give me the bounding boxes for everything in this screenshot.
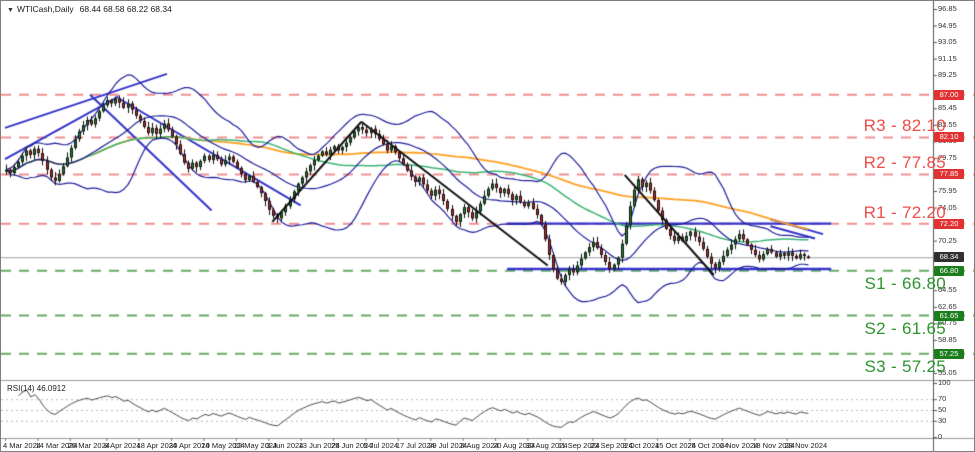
price-axis-tick: 62.65 <box>938 301 957 311</box>
date-axis-label: 22 May 2024 <box>233 441 278 450</box>
date-axis-label: 8 Aug 2024 <box>460 441 499 450</box>
price-axis-tick: 60.75 <box>938 318 957 328</box>
date-axis-label: 25 Jun 2024 <box>331 441 373 450</box>
rsi-axis-tick: 0 <box>938 432 943 441</box>
date-axis-label: 26 Mar 2024 <box>67 441 110 450</box>
date-axis-label: 30 Apr 2024 <box>169 441 210 450</box>
chart-title: ▼ WTICash,Daily 68.44 68.58 68.22 68.34 <box>7 4 172 14</box>
level-label-s1: S1 - 66.80 <box>864 273 946 293</box>
price-axis-tick: 75.95 <box>938 186 957 195</box>
date-axis-label: 5 Jul 2024 <box>363 441 399 450</box>
date-axis-label: 18 Nov 2024 <box>752 441 795 450</box>
rsi-axis-tick: 70 <box>938 394 947 404</box>
price-axis-tick: 93.05 <box>938 37 957 47</box>
level-label-r2: R2 - 77.85 <box>863 153 946 173</box>
date-axis-label: 14 Mar 2024 <box>35 441 78 450</box>
price-axis-tick: 74.05 <box>938 202 957 212</box>
price-axis-tick: 79.75 <box>938 152 957 162</box>
date-axis-label: 17 Jul 2024 <box>395 441 435 450</box>
rsi-indicator-label: RSI(14) 46.0912 <box>7 384 66 393</box>
date-axis-label: 6 Nov 2024 <box>719 441 759 450</box>
date-axis-label: 3 Oct 2024 <box>622 441 660 450</box>
date-axis-label: 13 Jun 2024 <box>298 441 340 450</box>
price-axis-tick: 85.45 <box>938 103 957 113</box>
rsi-axis-tick: 30 <box>938 415 947 425</box>
price-axis-tick: 89.25 <box>938 70 957 80</box>
support-price-badge: 57.25 <box>934 348 964 359</box>
dropdown-arrow-icon[interactable]: ▼ <box>7 7 14 14</box>
level-label-r3: R3 - 82.10 <box>863 116 946 136</box>
date-axis-label: 30 Aug 2024 <box>525 441 568 450</box>
current-price-badge: 68.34 <box>934 252 964 263</box>
support-price-badge: 61.65 <box>934 310 964 321</box>
date-axis-label: 11 Sep 2024 <box>557 441 600 450</box>
price-axis-tick: 64.55 <box>938 285 957 295</box>
date-axis-label: 23 Sep 2024 <box>590 441 633 450</box>
support-price-badge: 66.80 <box>934 265 964 276</box>
date-axis-label: 18 Apr 2024 <box>136 441 178 450</box>
symbol-timeframe-label: WTICash,Daily <box>16 4 74 14</box>
level-label-r1: R1 - 72.20 <box>863 202 946 222</box>
ohlc-values: 68.44 68.58 68.22 68.34 <box>79 4 172 14</box>
price-axis-tick: 91.15 <box>938 53 957 63</box>
date-axis-label: 4 Mar 2024 <box>3 441 41 450</box>
resistance-price-badge: 82.10 <box>934 132 964 143</box>
date-axis-label: 20 Aug 2024 <box>493 441 536 450</box>
resistance-price-badge: 72.20 <box>934 218 964 229</box>
date-axis-label: 25 Oct 2024 <box>687 441 729 450</box>
rsi-axis-tick: 100 <box>938 378 951 387</box>
price-axis-tick: 58.85 <box>938 334 957 344</box>
rsi-axis-tick: 50 <box>938 405 947 414</box>
level-label-s3: S3 - 57.25 <box>864 356 946 376</box>
price-axis-tick: 96.85 <box>938 4 957 13</box>
resistance-price-badge: 87.00 <box>934 89 964 100</box>
price-axis-tick: 94.95 <box>938 20 957 30</box>
date-axis-label: 15 Oct 2024 <box>655 441 696 450</box>
date-axis-label: 3 Jun 2024 <box>266 441 304 450</box>
date-axis-label: 8 Apr 2024 <box>104 441 141 450</box>
date-axis-label: 28 Nov 2024 <box>784 441 828 450</box>
date-axis-label: 29 Jul 2024 <box>428 441 468 450</box>
date-axis-label: 10 May 2024 <box>201 441 245 450</box>
resistance-price-badge: 77.85 <box>934 169 964 180</box>
price-axis-tick: 70.25 <box>938 235 957 245</box>
level-label-s2: S2 - 61.65 <box>864 318 946 338</box>
price-axis-tick: 55.05 <box>938 368 957 377</box>
price-axis-tick: 83.55 <box>938 119 957 129</box>
